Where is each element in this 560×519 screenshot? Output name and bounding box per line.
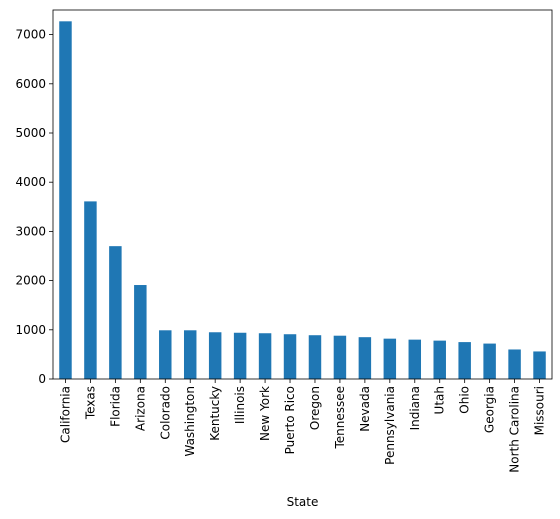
plot-frame xyxy=(52,9,553,380)
bar-texas xyxy=(84,201,97,379)
x-tick-label: New York xyxy=(258,386,272,441)
x-tick-label: Texas xyxy=(83,386,97,420)
bar-utah xyxy=(433,340,446,379)
x-tick-label: Missouri xyxy=(533,386,547,435)
x-tick-label: Georgia xyxy=(483,386,497,433)
bar-ohio xyxy=(458,342,471,379)
bar-kentucky xyxy=(208,332,222,379)
y-tick-label: 5000 xyxy=(15,126,46,140)
x-tick-label: Illinois xyxy=(233,386,247,424)
bar-georgia xyxy=(483,343,496,379)
x-tick-label: Puerto Rico xyxy=(283,386,297,454)
bar-california xyxy=(59,21,72,379)
bar-florida xyxy=(109,246,122,379)
x-tick-label: California xyxy=(58,386,72,443)
y-tick-label: 7000 xyxy=(15,28,46,42)
x-tick-label: Kentucky xyxy=(208,386,222,441)
x-tick-label: North Carolina xyxy=(508,386,522,473)
bar-washington xyxy=(183,330,197,379)
bar-arizona xyxy=(134,285,147,379)
x-tick-label: Pennsylvania xyxy=(383,386,397,465)
bar-nevada xyxy=(358,337,372,379)
x-tick-label: Indiana xyxy=(408,386,422,430)
bar-puerto-rico xyxy=(283,334,297,379)
bar-new-york xyxy=(258,333,272,379)
bar-north-carolina xyxy=(508,349,521,379)
y-axis: 0 1000 2000 3000 4000 5000 6000 7000 xyxy=(15,28,53,386)
x-axis-label: State xyxy=(287,495,319,509)
bar-oregon xyxy=(308,335,322,379)
y-tick-label: 6000 xyxy=(15,77,46,91)
bar-missouri xyxy=(533,351,546,379)
x-tick-label: Arizona xyxy=(133,386,147,431)
bar-pennsylvania xyxy=(383,338,397,379)
plot-area xyxy=(59,21,546,379)
x-tick-label: Tennessee xyxy=(333,386,347,450)
x-tick-label: Washington xyxy=(183,386,197,457)
y-tick-label: 0 xyxy=(38,372,46,386)
bar-tennessee xyxy=(333,335,347,379)
x-tick-label: Nevada xyxy=(358,386,372,432)
y-tick-label: 2000 xyxy=(15,274,46,288)
x-tick-label: Utah xyxy=(433,386,447,414)
bar-indiana xyxy=(408,339,422,379)
x-tick-label: Florida xyxy=(108,386,122,427)
y-tick-label: 3000 xyxy=(15,224,46,238)
x-tick-label: Colorado xyxy=(158,386,172,440)
x-axis: California Texas Florida Arizona Colorado Was… xyxy=(58,379,547,473)
y-tick-label: 4000 xyxy=(15,175,46,189)
x-tick-label: Ohio xyxy=(458,386,472,414)
y-tick-label: 1000 xyxy=(15,323,46,337)
x-tick-label: Oregon xyxy=(308,386,322,430)
bar-illinois xyxy=(233,332,247,379)
bar-colorado xyxy=(159,330,172,379)
